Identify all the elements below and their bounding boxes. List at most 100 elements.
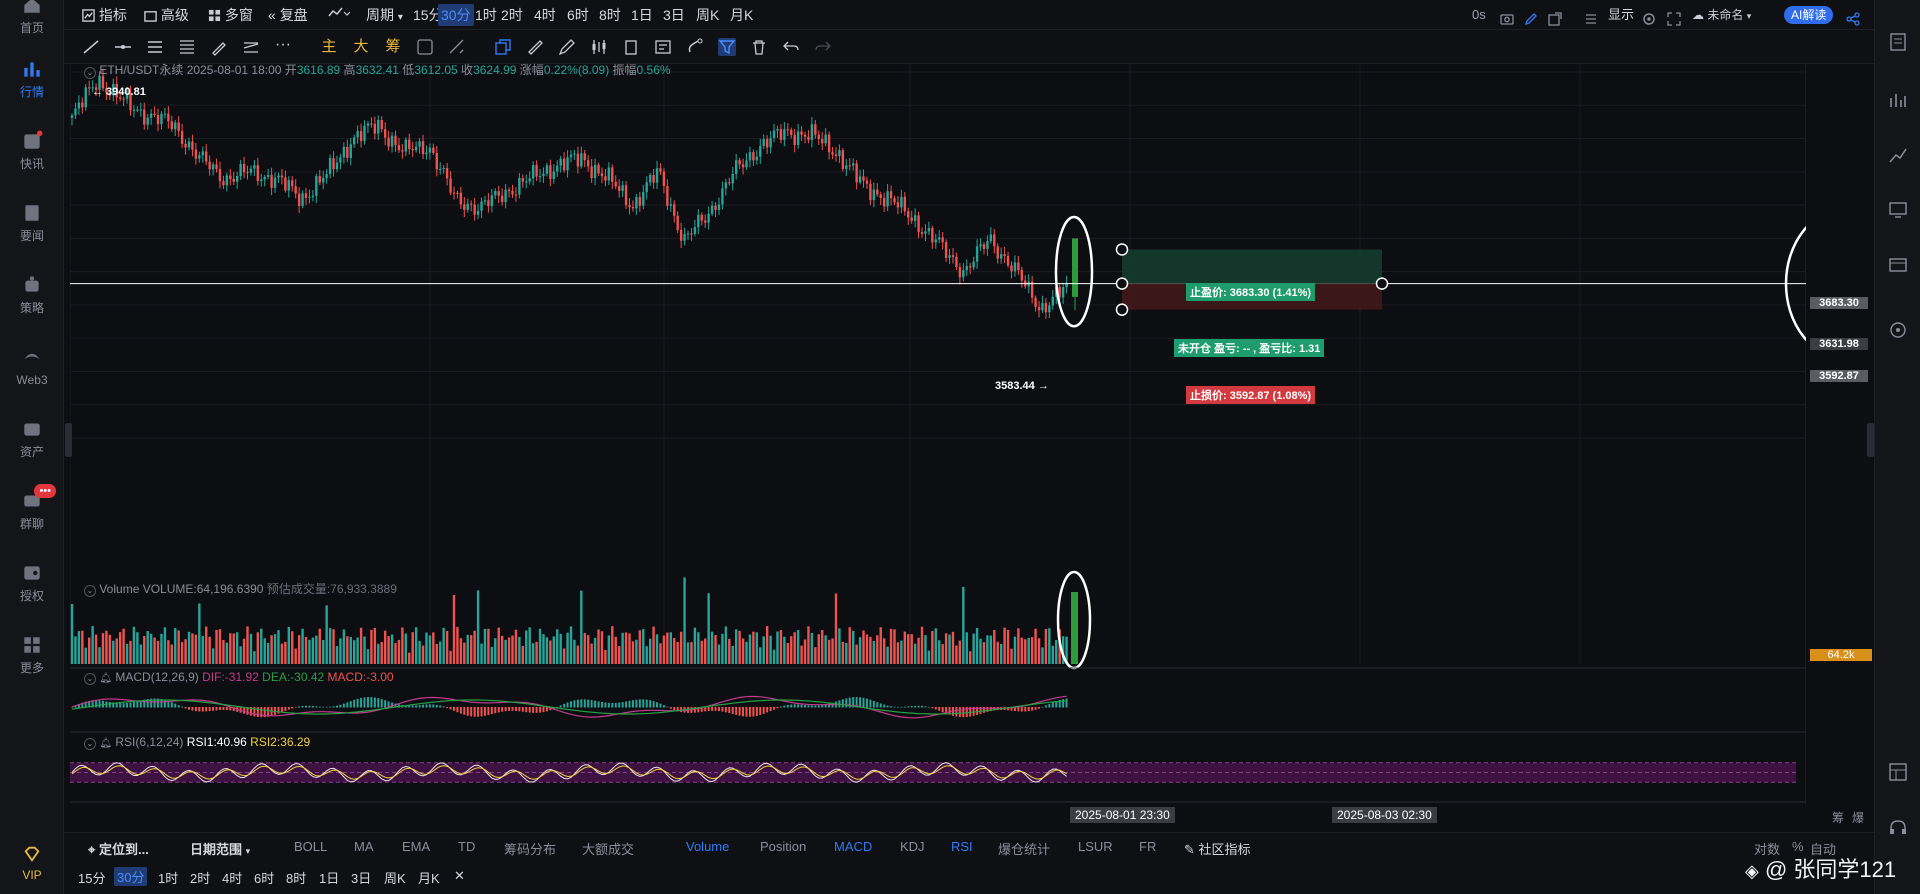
left-collapse-handle[interactable] (65, 423, 72, 457)
date-range-dropdown[interactable]: 日期范围 ▾ (190, 839, 250, 858)
bottom-interval-1h[interactable]: 1时 (158, 871, 179, 886)
gear-icon[interactable] (1642, 8, 1656, 30)
collapse-chevron-icon[interactable]: ⌄ (84, 67, 96, 79)
bell-icon[interactable]: 🔔︎ (99, 738, 113, 749)
bottom-interval-month[interactable]: 月K (418, 871, 440, 886)
main-chart-toggle[interactable]: 主 (321, 38, 337, 55)
sidebar-item-news[interactable]: 要闻 (0, 196, 64, 248)
pen-icon[interactable] (1524, 8, 1538, 30)
interval-30m[interactable]: 30分 (438, 4, 474, 26)
log-scale-toggle[interactable]: 对数 (1754, 842, 1781, 857)
monitor-icon[interactable] (1888, 200, 1908, 220)
fib-levels-icon[interactable] (178, 38, 196, 56)
sidebar-item-vip[interactable]: VIP (0, 842, 64, 894)
ai-analysis-button[interactable]: AI解读 (1784, 6, 1834, 24)
orderbook-icon[interactable] (1888, 32, 1908, 52)
layout-name-dropdown[interactable]: ☁ 未命名 ▾ (1692, 4, 1751, 26)
sidebar-item-flash-news[interactable]: 快讯 (0, 124, 64, 176)
ruler-icon[interactable] (526, 38, 544, 56)
interval-4h[interactable]: 4时 (534, 7, 556, 23)
bottom-interval-4h[interactable]: 4时 (222, 871, 243, 886)
bottom-interval-30m[interactable]: 30分 (114, 867, 148, 886)
candles-icon[interactable] (590, 38, 608, 56)
list-icon[interactable] (1584, 8, 1598, 30)
interval-1h[interactable]: 1时 (475, 7, 497, 23)
burst-axis-label[interactable]: 爆 (1852, 811, 1865, 825)
indicator-kdj[interactable]: KDJ (900, 839, 925, 854)
interval-2h[interactable]: 2时 (501, 7, 523, 23)
bottom-interval-6h[interactable]: 6时 (254, 871, 275, 886)
indicator-lsur[interactable]: LSUR (1078, 839, 1113, 854)
card-icon[interactable] (1888, 255, 1908, 275)
redo-icon[interactable] (814, 38, 832, 56)
eraser-pen-icon[interactable] (558, 38, 576, 56)
indicator-ma[interactable]: MA (354, 839, 374, 854)
collapse-chevron-icon[interactable]: ⌄ (84, 585, 96, 597)
collapse-chevron-icon[interactable]: ⌄ (84, 673, 96, 685)
camera-icon[interactable] (1500, 8, 1514, 30)
indicator-button[interactable]: 指标 (82, 4, 127, 26)
interval-15m[interactable]: 15分 (413, 7, 443, 23)
interval-6h[interactable]: 6时 (567, 7, 589, 23)
bottom-interval-1d[interactable]: 1日 (319, 871, 340, 886)
replay-button[interactable]: « 复盘 (268, 4, 308, 26)
measure-icon[interactable] (448, 38, 466, 56)
interval-3d[interactable]: 3日 (663, 7, 685, 23)
interval-8h[interactable]: 8时 (599, 7, 621, 23)
trend-line-icon[interactable] (82, 38, 100, 56)
indicator-liquidation-stats[interactable]: 爆仓统计 (998, 842, 1051, 857)
community-indicators-button[interactable]: ✎ 社区指标 (1184, 839, 1251, 858)
parallel-channel-icon[interactable] (146, 38, 164, 56)
sidebar-item-authorize[interactable]: 授权 (0, 556, 64, 608)
brush-icon[interactable] (210, 38, 228, 56)
note-icon[interactable] (654, 38, 672, 56)
chip-axis-label[interactable]: 筹 (1832, 811, 1845, 825)
trades-icon[interactable] (1888, 90, 1908, 110)
sidebar-item-chat[interactable]: ••• 群聊 (0, 484, 64, 536)
popout-icon[interactable] (1548, 8, 1562, 30)
interval-week[interactable]: 周K (696, 7, 720, 23)
headset-icon[interactable] (1888, 818, 1908, 838)
clipboard-icon[interactable] (622, 38, 640, 56)
take-profit-label[interactable]: 止盈价: 3683.30 (1.41%) (1186, 283, 1316, 301)
fullscreen-icon[interactable] (1667, 8, 1681, 30)
collapse-chevron-icon[interactable]: ⌄ (84, 738, 96, 750)
display-button[interactable]: 显示 (1608, 7, 1635, 22)
sidebar-item-home[interactable]: 首页 (0, 0, 64, 40)
bottom-interval-8h[interactable]: 8时 (286, 871, 307, 886)
locate-button[interactable]: ⌖ 定位到... (88, 839, 149, 858)
sidebar-item-web3[interactable]: Web3 (0, 340, 64, 392)
bottom-interval-week[interactable]: 周K (384, 871, 406, 886)
bell-icon[interactable]: 🔔︎ (99, 673, 113, 684)
indicator-volume[interactable]: Volume (686, 839, 730, 854)
bottom-interval-15m[interactable]: 15分 (78, 871, 106, 886)
indicator-chip-distribution[interactable]: 筹码分布 (504, 842, 557, 857)
indicator-large-trades[interactable]: 大额成交 (582, 842, 635, 857)
position-status-label[interactable]: 未开仓 盈亏: -- , 盈亏比: 1.31 (1174, 339, 1325, 357)
copy-icon[interactable] (494, 38, 512, 56)
target-icon[interactable] (1888, 320, 1908, 340)
indicator-td[interactable]: TD (458, 839, 476, 854)
close-intervals-button[interactable]: ✕ (454, 868, 465, 883)
chip-distribution-toggle[interactable]: 筹 (385, 38, 401, 55)
sidebar-item-market[interactable]: 行情 (0, 52, 64, 104)
period-dropdown[interactable]: 周期 ▾ (366, 4, 403, 26)
more-tools-icon[interactable]: ··· (275, 36, 291, 53)
chart-canvas[interactable]: 3950.003900.003850.003800.003750.003700.… (69, 64, 1908, 823)
indicator-ema[interactable]: EMA (402, 839, 431, 854)
layout-icon[interactable] (1888, 762, 1908, 782)
bottom-interval-3d[interactable]: 3日 (351, 871, 372, 886)
trend-icon[interactable] (1888, 145, 1908, 165)
percent-scale-toggle[interactable]: % (1792, 839, 1804, 854)
magnet-icon[interactable] (416, 38, 434, 56)
chart-area[interactable]: 3950.003900.003850.003800.003750.003700.… (69, 63, 1908, 823)
trash-icon[interactable] (750, 38, 768, 56)
indicator-position[interactable]: Position (760, 839, 807, 854)
right-collapse-handle[interactable] (1867, 423, 1874, 457)
indicator-fr[interactable]: FR (1139, 839, 1157, 854)
sidebar-item-strategy[interactable]: 策略 (0, 268, 64, 320)
multi-window-button[interactable]: 多窗 (208, 4, 253, 26)
large-orders-toggle[interactable]: 大 (353, 38, 369, 55)
filter-icon[interactable] (718, 38, 736, 56)
undo-icon[interactable] (782, 38, 800, 56)
